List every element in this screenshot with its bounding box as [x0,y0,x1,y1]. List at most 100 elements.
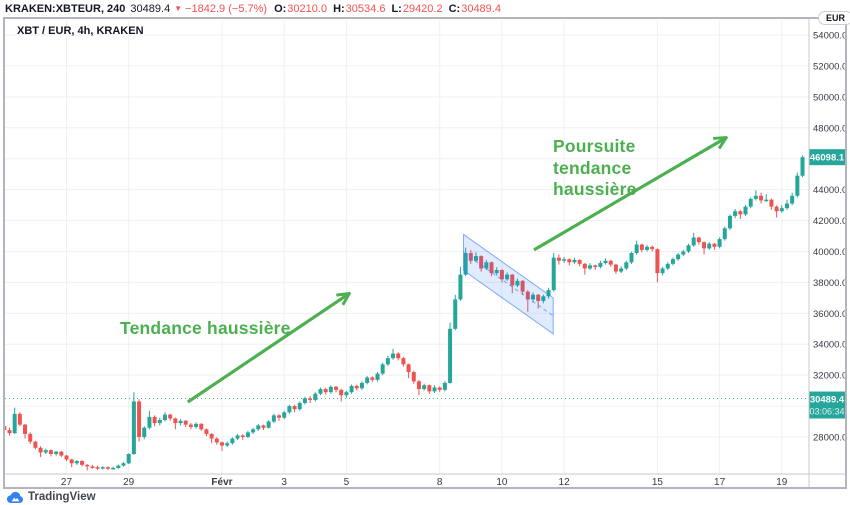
candle-body [722,228,727,240]
candle-body [629,253,634,263]
candle-body [453,299,458,329]
candle-body [251,429,256,433]
candle-body [582,263,587,269]
candle-body [608,260,613,265]
candle-body [64,455,69,460]
candle-body [572,259,577,263]
candle-body [287,406,292,413]
price-tick-label: 44000.0 [813,185,845,196]
candle-body [137,401,142,438]
svg-text:30489.4: 30489.4 [810,395,845,406]
symbol-info-bar: KRAKEN:XBTEUR, 240 30489.4 ▼ −1842.9 (−5… [5,0,507,17]
time-tick-label: Févr [211,477,232,487]
candle-body [515,280,520,286]
candle-body [256,425,261,430]
candle-body [779,208,784,212]
candle-body [48,450,53,455]
low-value: 29420.2 [402,2,443,15]
candle-body [375,373,380,380]
candle-body [489,262,494,274]
price-tick-label: 54000.0 [813,31,845,42]
candle-body [463,253,468,275]
price-tick-label: 34000.0 [813,340,845,351]
candle-body [370,377,375,380]
candle-body [727,215,732,229]
candle-body [800,157,805,176]
candle-body [359,382,364,389]
candle-body [240,435,245,438]
candle-body [43,450,48,453]
candle-body [152,416,157,424]
candle-body [277,415,282,418]
chart-legend[interactable]: XBT / EUR, 4h, KRAKEN [17,25,144,37]
time-tick-label: 19 [776,477,788,487]
candle-body [282,412,287,418]
candle-body [598,263,603,267]
candle-body [660,268,665,274]
time-tick-label: 8 [437,477,443,487]
candlestick-chart-canvas[interactable]: 54000.052000.050000.048000.046000.044000… [5,19,845,487]
candle-body [665,263,670,269]
candle-body [696,237,701,243]
candle-body [380,364,385,374]
candle-body [28,433,33,442]
candle-body [142,427,147,438]
candle-body [54,451,59,455]
candle-body [505,274,510,280]
candle-body [748,198,753,207]
candle-body [432,387,437,392]
candle-body [484,262,489,269]
candle-body [162,414,167,421]
candle-body [178,420,183,424]
time-axis[interactable]: 27 29 Févr 3 5 8 10 12 15 17 19 [61,477,788,487]
symbol-interval-label[interactable]: KRAKEN:XBTEUR, 240 [5,2,126,15]
chart-panel[interactable]: 54000.052000.050000.048000.046000.044000… [3,11,850,489]
annotation-trend-haussiere[interactable]: Tendance haussière [120,318,291,338]
candle-body [427,385,432,392]
candle-body [411,372,416,382]
svg-text:46098.1: 46098.1 [810,153,845,164]
parallel-channel-drawing[interactable] [463,233,554,335]
price-change-value: −1842.9 (−5.7%) [185,2,268,15]
candle-body [105,467,110,469]
candle-body [468,253,473,261]
candle-body [126,454,131,464]
trend-arrow-1[interactable] [186,295,347,404]
candle-body [261,425,266,428]
candle-body [219,442,224,446]
candle-body [795,175,800,196]
tradingview-logo-text[interactable]: TradingView [28,491,96,503]
candle-body [23,424,28,434]
price-tick-label: 36000.0 [813,309,845,320]
candle-body [733,211,738,216]
candle-body [334,386,339,390]
candle-body [520,280,525,292]
candlestick-series[interactable] [5,155,805,471]
candle-body [131,401,136,455]
annotation-poursuite-tendance[interactable]: Poursuite tendance haussière [553,136,637,199]
candle-body [556,257,561,261]
candle-body [764,199,769,202]
candle-body [344,392,349,396]
candle-body [297,402,302,410]
svg-text:03:06:34: 03:06:34 [809,407,844,417]
candle-body [7,430,12,434]
candle-body [588,265,593,269]
candle-body [230,438,235,444]
price-axis[interactable]: 54000.052000.050000.048000.046000.044000… [813,31,845,444]
candle-body [245,432,250,438]
candle-body [619,268,624,272]
price-tick-label: 40000.0 [813,247,845,258]
trend-arrow-2[interactable] [533,139,724,252]
candle-body [95,467,100,469]
last-close-price-tag: 46098.1 [809,149,845,166]
price-tick-label: 42000.0 [813,216,845,227]
candle-body [593,265,598,267]
candle-body [147,416,152,428]
candle-body [401,358,406,365]
candle-body [235,435,240,439]
candle-body [530,294,535,300]
candle-body [339,389,344,396]
candle-body [650,246,655,250]
price-tick-label: 32000.0 [813,371,845,382]
